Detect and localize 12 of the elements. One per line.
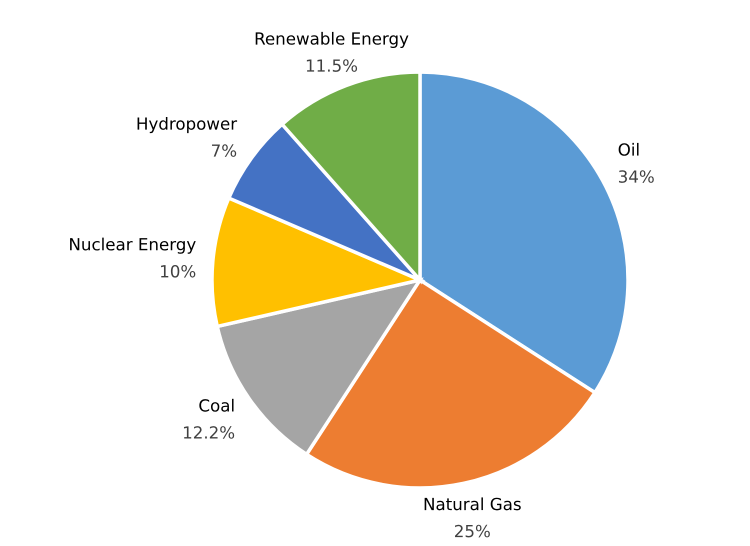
slice-label: Nuclear Energy xyxy=(70,238,196,254)
slice-label: Oil xyxy=(618,142,639,156)
data-label: 34% xyxy=(618,170,654,183)
slice-label: Renewable Energy xyxy=(256,32,408,48)
data-label: 7% xyxy=(212,144,236,157)
data-label: 12.2% xyxy=(184,426,234,439)
data-label: 10% xyxy=(161,264,196,278)
data-label: 11.5% xyxy=(306,59,358,72)
data-label: 25% xyxy=(455,524,490,538)
slice-label: Natural Gas xyxy=(424,497,521,510)
slice-label: Hydropower xyxy=(138,116,238,134)
slice-label: Coal xyxy=(199,398,234,412)
